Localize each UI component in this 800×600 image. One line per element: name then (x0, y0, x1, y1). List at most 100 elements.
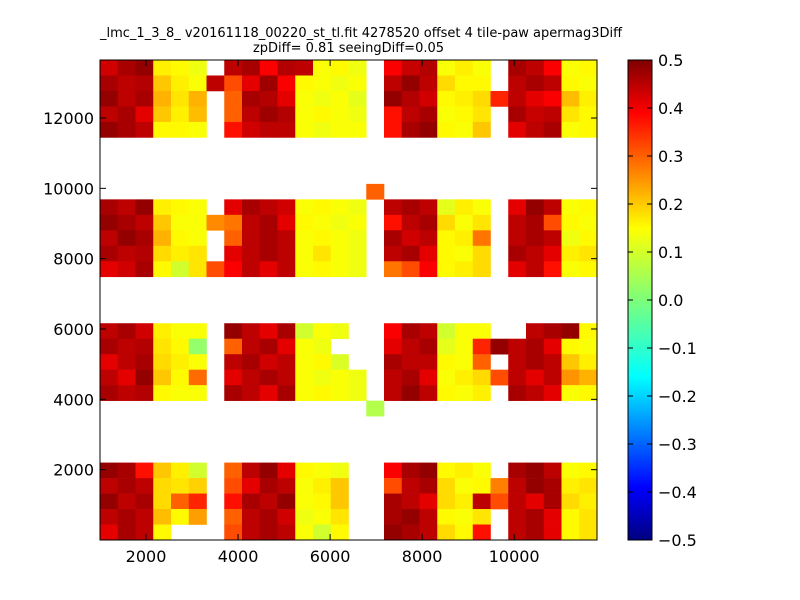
heatmap-cell (313, 323, 332, 340)
heatmap-cell (153, 75, 172, 92)
heatmap-cell (579, 478, 598, 494)
heatmap-cell (313, 524, 332, 541)
heatmap-cell (100, 478, 119, 494)
heatmap-cell (543, 90, 562, 107)
heatmap-cell (259, 261, 278, 278)
heatmap-cell (490, 338, 509, 355)
heatmap-cell (330, 106, 349, 123)
heatmap-cell (100, 385, 119, 401)
heatmap-cell (526, 493, 545, 510)
heatmap-cell (348, 199, 367, 216)
heatmap-cell (295, 214, 314, 231)
heatmap-cell (490, 90, 509, 107)
heatmap-cell (419, 121, 438, 138)
heatmap-cell (348, 106, 367, 123)
heatmap-cell (561, 214, 580, 231)
heatmap-cell (153, 323, 172, 340)
x-tick-label: 6000 (310, 547, 351, 566)
heatmap-cell (259, 323, 278, 340)
heatmap-cell (330, 75, 349, 92)
heatmap-cell (508, 338, 527, 355)
heatmap-cell (419, 338, 438, 355)
heatmap-cell (171, 106, 190, 123)
heatmap-cell (384, 90, 403, 107)
heatmap-cell (419, 106, 438, 123)
heatmap-cell (384, 385, 403, 401)
heatmap-cell (508, 214, 527, 231)
heatmap-cell (224, 245, 243, 262)
heatmap-cell (561, 261, 580, 278)
heatmap-cell (259, 354, 278, 370)
heatmap-cell (259, 369, 278, 386)
heatmap-cell (348, 369, 367, 386)
colorbar-tick-label: −0.5 (658, 531, 697, 550)
heatmap-cell (295, 90, 314, 107)
heatmap-cell (526, 60, 545, 76)
heatmap-cell (401, 354, 420, 370)
heatmap-cell (348, 121, 367, 138)
heatmap-cell (188, 199, 207, 216)
heatmap-cell (419, 60, 438, 76)
heatmap-cell (242, 230, 261, 247)
heatmap-cell (508, 369, 527, 386)
heatmap-cell (579, 493, 598, 510)
heatmap-cell (419, 509, 438, 525)
heatmap-cell (224, 261, 243, 278)
heatmap-cell (508, 121, 527, 138)
heatmap-cell (455, 462, 474, 479)
heatmap-cell (579, 90, 598, 107)
heatmap-cell (277, 524, 296, 541)
colorbar-ticks: 0.5 0.4 0.3 0.2 0.1 0.0 −0.1 −0.2 −0.3 −0.4 −0.5 (628, 51, 697, 550)
heatmap-cell (224, 524, 243, 541)
heatmap-cell (153, 60, 172, 76)
heatmap-cell (543, 230, 562, 247)
heatmap-cell (171, 75, 190, 92)
heatmap-cell (419, 478, 438, 494)
heatmap-cell (384, 493, 403, 510)
heatmap-cell (455, 230, 474, 247)
heatmap-cell (117, 60, 136, 76)
heatmap-cell (259, 338, 278, 355)
heatmap-cell (384, 230, 403, 247)
heatmap-cell (419, 354, 438, 370)
heatmap-cell (561, 199, 580, 216)
heatmap-cell (242, 60, 261, 76)
heatmap-cell (401, 478, 420, 494)
heatmap-cell (117, 338, 136, 355)
heatmap-cell (543, 261, 562, 278)
heatmap-cell (100, 338, 119, 355)
heatmap-cell (313, 338, 332, 355)
heatmap-cell (100, 106, 119, 123)
heatmap-cell (153, 106, 172, 123)
heatmap-cell (330, 385, 349, 401)
heatmap-cell (135, 214, 154, 231)
heatmap-cell (100, 214, 119, 231)
heatmap-cell (135, 338, 154, 355)
x-tick-label: 4000 (218, 547, 259, 566)
heatmap-cell (508, 60, 527, 76)
heatmap-cell (206, 75, 225, 92)
heatmap-cell (117, 493, 136, 510)
heatmap-cell (224, 385, 243, 401)
heatmap-cell (543, 121, 562, 138)
heatmap-cell (330, 462, 349, 479)
heatmap-cell (277, 462, 296, 479)
heatmap-cell (242, 478, 261, 494)
heatmap-cell (455, 385, 474, 401)
heatmap-cell (171, 60, 190, 76)
heatmap-cell (472, 323, 491, 340)
heatmap-cell (419, 323, 438, 340)
heatmap-cell (437, 90, 456, 107)
heatmap-cell (543, 323, 562, 340)
heatmap-cell (472, 214, 491, 231)
heatmap-cell (313, 60, 332, 76)
heatmap-cell (561, 90, 580, 107)
heatmap-cell (117, 462, 136, 479)
heatmap-cell (526, 214, 545, 231)
heatmap-cell (419, 199, 438, 216)
heatmap-cell (171, 261, 190, 278)
heatmap-cell (295, 121, 314, 138)
heatmap-cell (224, 199, 243, 216)
y-tick-label: 2000 (53, 461, 94, 480)
heatmap-cell (366, 400, 385, 417)
